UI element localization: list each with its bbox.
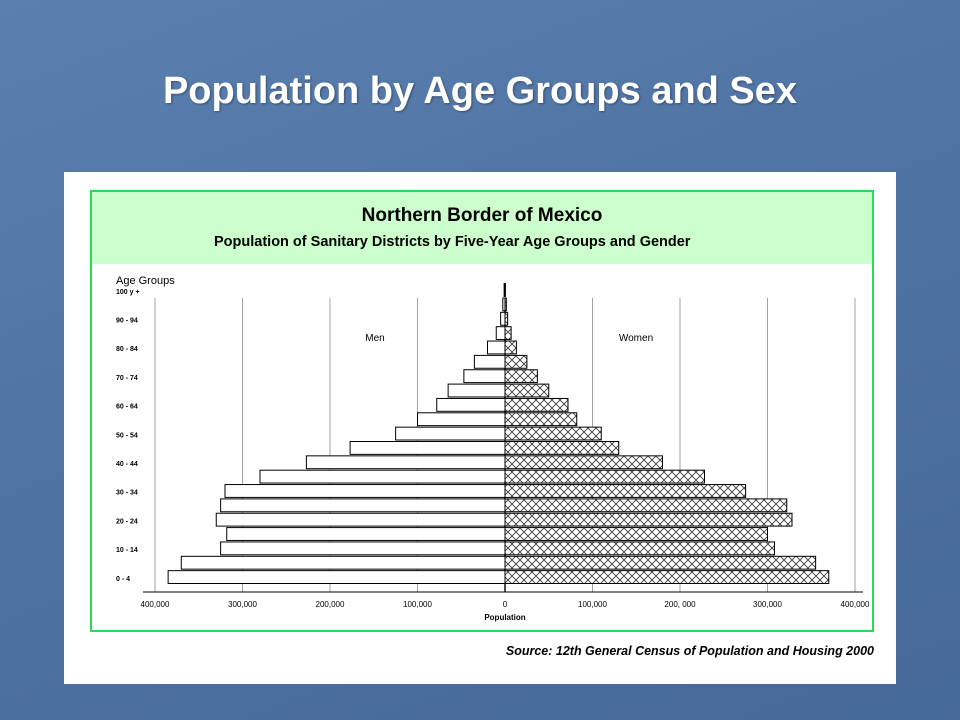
- bar-women: [504, 541, 775, 556]
- x-tick-label: 100,000: [403, 600, 432, 609]
- x-tick-label: 300,000: [228, 600, 257, 609]
- bar-women: [504, 397, 569, 412]
- age-group-label: 10 - 14: [116, 547, 138, 554]
- bar-men: [259, 469, 506, 484]
- x-tick-label: 0: [503, 600, 508, 609]
- bar-men: [487, 340, 506, 355]
- x-axis-title: Population: [484, 613, 525, 622]
- bar-men: [305, 455, 506, 470]
- age-group-label: 0 - 4: [116, 576, 130, 583]
- bar-men: [226, 527, 506, 541]
- bar-men: [463, 369, 506, 384]
- x-tick-label: 300,000: [753, 600, 782, 609]
- bar-women: [504, 498, 788, 513]
- bar-women: [504, 441, 620, 455]
- bar-men: [473, 354, 506, 369]
- age-group-label: 20 - 24: [116, 518, 138, 525]
- x-tick-label: 100,000: [578, 600, 607, 609]
- bar-women: [504, 326, 512, 341]
- age-group-label: 80 - 84: [116, 346, 138, 353]
- bar-men: [215, 512, 506, 527]
- bar-women: [504, 383, 550, 398]
- bar-women: [504, 297, 507, 312]
- bar-women: [504, 340, 517, 355]
- age-group-label: 30 - 34: [116, 490, 138, 497]
- bar-women: [504, 484, 747, 498]
- y-axis-title: Age Groups: [116, 275, 175, 287]
- bar-men: [220, 498, 506, 513]
- bar-men: [495, 326, 506, 341]
- bar-men: [500, 311, 506, 326]
- bar-women: [504, 527, 768, 541]
- bar-men: [395, 426, 506, 441]
- series-label-women: Women: [619, 333, 653, 344]
- bar-women: [504, 426, 602, 441]
- bar-men: [349, 441, 506, 455]
- bar-men: [224, 484, 506, 498]
- age-group-label: 60 - 64: [116, 404, 138, 411]
- age-group-label: 50 - 54: [116, 432, 138, 439]
- chart-title: Northern Border of Mexico: [361, 205, 603, 226]
- bar-women: [504, 512, 793, 527]
- source-note: Source: 12th General Census of Populatio…: [505, 644, 874, 658]
- bar-men: [167, 570, 506, 585]
- x-tick-label: 200,000: [316, 600, 345, 609]
- bar-women: [504, 311, 509, 326]
- chart-header: Northern Border of Mexico Population of …: [92, 192, 872, 264]
- age-group-label: 70 - 74: [116, 375, 138, 382]
- bar-men: [447, 383, 506, 398]
- age-group-label: 90 - 94: [116, 318, 138, 325]
- bar-men: [220, 541, 506, 556]
- x-tick-label: 400,000: [841, 600, 870, 609]
- x-tick-label: 200, 000: [664, 600, 696, 609]
- bar-women: [504, 570, 830, 585]
- bar-men: [436, 397, 506, 412]
- bar-women: [504, 412, 578, 427]
- age-group-label: 40 - 44: [116, 461, 138, 468]
- chart-subtitle: Population of Sanitary Districts by Five…: [214, 234, 691, 250]
- series-label-men: Men: [365, 333, 384, 344]
- bar-women: [504, 455, 663, 470]
- x-tick-label: 400,000: [141, 600, 170, 609]
- bar-women: [504, 555, 817, 570]
- bar-women: [504, 469, 705, 484]
- slide-title: Population by Age Groups and Sex: [162, 70, 798, 112]
- bar-men: [180, 555, 506, 570]
- bar-women: [504, 354, 528, 369]
- age-group-label: 100 y +: [116, 289, 140, 296]
- bar-men: [417, 412, 506, 427]
- bar-women: [504, 369, 538, 384]
